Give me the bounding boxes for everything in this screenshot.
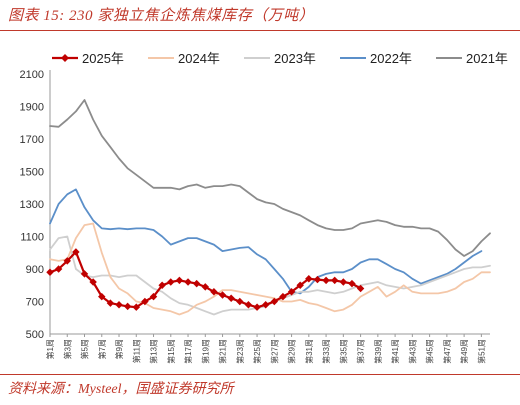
x-tick-label: 第19周 <box>200 339 210 364</box>
data-point-2025 <box>141 297 149 306</box>
data-point-2025 <box>184 278 192 286</box>
x-tick-label: 第31周 <box>304 339 314 364</box>
data-point-2025 <box>348 279 356 288</box>
legend-label-2024: 2024年 <box>178 51 220 66</box>
data-point-2025 <box>132 303 140 311</box>
data-point-2025 <box>123 302 132 311</box>
y-tick-label: 1500 <box>20 167 44 179</box>
y-axis: 500 700 900 1100 1300 1500 1700 1900 2100 <box>20 69 51 341</box>
x-tick-label: 第45周 <box>425 339 435 364</box>
data-point-2025 <box>89 278 97 286</box>
source-divider <box>0 374 520 375</box>
data-point-2025 <box>46 268 54 276</box>
x-tick-label: 第9周 <box>114 339 124 359</box>
data-point-2025 <box>253 303 261 311</box>
x-axis: 第1周 第3周 第5周 第7周 第9周 第11周 第13周 第15周 第17周 第19周 第21周第… <box>45 333 490 364</box>
series-line-2024 <box>49 222 491 316</box>
data-point-2025 <box>227 294 235 302</box>
x-tick-label: 第11周 <box>131 339 141 363</box>
data-point-2025 <box>54 265 63 273</box>
data-point-2025 <box>72 248 80 256</box>
x-tick-label: 第23周 <box>235 339 245 364</box>
data-point-2025 <box>167 278 175 286</box>
data-point-2025 <box>236 297 244 306</box>
y-tick-label: 900 <box>26 264 44 276</box>
y-tick-label: 1900 <box>20 102 44 114</box>
y-tick-label: 1700 <box>20 134 44 146</box>
data-point-2025 <box>158 281 166 289</box>
legend-marker-2025 <box>61 54 69 62</box>
x-tick-label: 第27周 <box>269 339 279 364</box>
x-tick-label: 第33周 <box>321 339 331 364</box>
x-tick-label: 第25周 <box>252 339 262 364</box>
x-tick-label: 第43周 <box>407 339 417 364</box>
data-point-2025 <box>287 288 296 296</box>
legend-label-2022: 2022年 <box>370 51 412 66</box>
x-tick-label: 第5周 <box>80 339 90 359</box>
title-divider <box>0 30 520 31</box>
data-point-2025 <box>244 301 253 309</box>
data-point-2025 <box>356 284 365 293</box>
series-line-2022 <box>49 188 483 295</box>
x-tick-label: 第13周 <box>149 339 159 364</box>
x-tick-label: 第39周 <box>373 339 383 364</box>
y-tick-label: 500 <box>26 329 44 341</box>
x-tick-label: 第47周 <box>442 339 452 364</box>
data-point-2025 <box>63 257 71 265</box>
data-point-2025 <box>201 283 210 291</box>
x-tick-label: 第35周 <box>338 339 348 364</box>
data-point-2025 <box>339 278 348 286</box>
data-point-2025 <box>218 291 227 299</box>
x-tick-label: 第7周 <box>97 339 107 359</box>
legend-label-2021: 2021年 <box>466 51 508 66</box>
data-point-2025 <box>106 299 115 307</box>
data-point-2025 <box>296 281 304 289</box>
x-tick-label: 第37周 <box>356 339 366 364</box>
x-tick-label: 第1周 <box>45 339 55 359</box>
y-tick-label: 2100 <box>20 69 44 81</box>
y-tick-label: 700 <box>26 297 44 309</box>
data-point-2025 <box>322 276 330 285</box>
x-tick-label: 第41周 <box>390 339 400 364</box>
legend-label-2025: 2025年 <box>82 51 124 66</box>
data-point-2025 <box>330 276 339 285</box>
chart-legend: 2025年 2024年 2023年 2022年 2021年 <box>52 51 508 66</box>
y-tick-label: 1300 <box>20 199 44 211</box>
data-point-2025 <box>261 301 270 309</box>
data-point-2025 <box>175 276 184 285</box>
data-point-2025 <box>192 279 201 288</box>
data-point-2025 <box>279 292 287 301</box>
y-tick-label: 1100 <box>20 232 44 244</box>
data-point-2025 <box>149 292 158 301</box>
x-tick-label: 第3周 <box>62 339 72 359</box>
data-point-2025 <box>270 297 279 306</box>
series-layer <box>46 99 491 316</box>
series-line-2021 <box>49 99 491 257</box>
data-point-2025 <box>115 301 123 309</box>
legend-label-2023: 2023年 <box>274 51 316 66</box>
data-point-2025 <box>305 275 313 283</box>
x-tick-label: 第49周 <box>459 339 469 364</box>
data-point-2025 <box>210 288 218 296</box>
data-point-2025 <box>313 275 322 284</box>
x-tick-label: 第17周 <box>183 339 193 364</box>
source-note: 资料来源：Mysteel，国盛证券研究所 <box>8 382 234 397</box>
x-tick-label: 第29周 <box>287 339 297 364</box>
line-chart: 2025年 2024年 2023年 2022年 2021年 500 700 900 1100 1… <box>20 51 508 364</box>
data-point-2025 <box>80 270 89 278</box>
x-tick-label: 第15周 <box>166 339 176 364</box>
data-point-2025 <box>98 292 106 301</box>
x-tick-label: 第21周 <box>218 339 228 364</box>
figure-title: 图表 15: 230 家独立焦企炼焦煤库存（万吨） <box>8 8 315 24</box>
x-tick-label: 第51周 <box>476 339 486 364</box>
